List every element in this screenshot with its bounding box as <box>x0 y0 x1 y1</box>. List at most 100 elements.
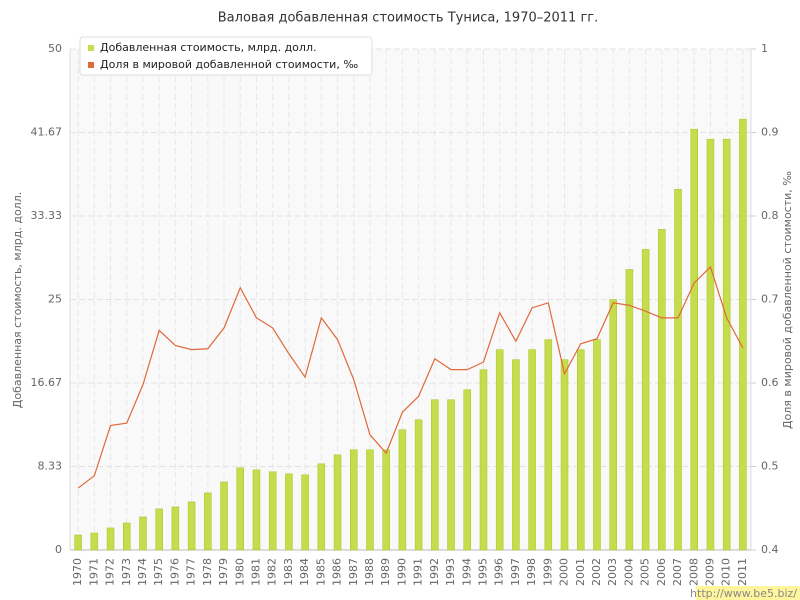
x-tick-label: 1991 <box>412 558 425 586</box>
bar <box>171 506 180 551</box>
x-tick-label: 1994 <box>460 558 473 586</box>
bar <box>463 389 471 551</box>
bar <box>414 419 423 551</box>
x-tick-label: 1988 <box>363 558 376 586</box>
bar <box>317 463 326 551</box>
bar <box>625 269 634 551</box>
x-tick-label: 1998 <box>525 558 538 586</box>
bar <box>674 189 682 551</box>
x-tick-label: 2002 <box>590 558 603 586</box>
bar <box>739 118 747 551</box>
y2-tick-label: 0.9 <box>761 126 779 139</box>
x-tick-label: 1993 <box>444 558 457 586</box>
x-tick-label: 1977 <box>185 558 198 586</box>
x-tick-label: 1995 <box>476 558 489 586</box>
bar <box>74 534 82 551</box>
bar <box>528 349 536 551</box>
bar <box>690 128 698 551</box>
x-tick-label: 2009 <box>703 558 716 586</box>
x-tick-label: 2006 <box>655 558 668 586</box>
x-tick-label: 1980 <box>233 558 246 586</box>
x-tick-label: 1989 <box>379 558 392 586</box>
y2-tick-label: 1 <box>761 42 768 55</box>
line <box>77 265 744 489</box>
legend-box <box>79 36 373 76</box>
x-tick-label: 1970 <box>71 558 84 586</box>
y2-tick-label: 0.4 <box>761 543 779 556</box>
y-tick-label: 8.33 <box>38 460 63 473</box>
x-tick-label: 1973 <box>120 558 133 586</box>
bar <box>187 501 196 551</box>
bar <box>512 359 520 551</box>
bar <box>593 339 601 551</box>
bar <box>106 527 115 551</box>
legend-label[interactable]: Доля в мировой добавленной стоимости, ‰ <box>100 58 358 71</box>
bar <box>350 449 358 551</box>
y2-axis-title: Доля в мировой добавленной стоимости, ‰ <box>781 171 794 429</box>
legend-label[interactable]: Добавленная стоимость, млрд. долл. <box>100 41 316 54</box>
x-tick-label: 1992 <box>428 558 441 586</box>
bar <box>139 516 147 551</box>
x-tick-label: 2008 <box>687 558 700 586</box>
bar <box>382 449 390 551</box>
x-tick-label: 1997 <box>509 558 522 586</box>
y2-tick-label: 0.8 <box>761 209 779 222</box>
x-tick-label: 1986 <box>331 558 344 586</box>
x-tick-label: 1985 <box>314 558 327 586</box>
bar <box>204 492 212 551</box>
bar <box>641 249 650 551</box>
bar <box>722 138 731 551</box>
bar <box>123 522 131 551</box>
bar <box>706 138 715 551</box>
x-tick-label: 1976 <box>168 558 181 586</box>
chart-title: Валовая добавленная стоимость Туниса, 19… <box>218 11 599 26</box>
bar <box>398 429 407 551</box>
x-tick-label: 1978 <box>201 558 214 586</box>
y2-tick-label: 0.5 <box>761 460 779 473</box>
x-tick-label: 2010 <box>720 558 733 586</box>
x-tick-label: 1971 <box>87 558 100 586</box>
x-tick-label: 1984 <box>298 558 311 586</box>
x-tick-label: 2000 <box>558 558 571 586</box>
x-tick-label: 1983 <box>282 558 295 586</box>
x-tick-label: 1975 <box>152 558 165 586</box>
x-tick-label: 2007 <box>671 558 684 586</box>
x-tick-label: 2004 <box>622 558 635 586</box>
bar <box>301 474 309 551</box>
y2-tick-label: 0.7 <box>761 293 779 306</box>
x-tick-label: 2005 <box>639 558 652 586</box>
x-tick-label: 2003 <box>606 558 619 586</box>
bar <box>252 469 261 551</box>
bar <box>609 299 617 551</box>
x-tick-label: 1981 <box>249 558 262 586</box>
bar <box>366 449 374 551</box>
y-tick-label: 0 <box>55 543 62 556</box>
bar <box>268 471 277 551</box>
x-tick-label: 2001 <box>574 558 587 586</box>
y-tick-label: 25 <box>48 293 62 306</box>
bar <box>220 481 228 551</box>
bar <box>658 229 666 551</box>
bar <box>560 359 569 551</box>
x-tick-label: 1982 <box>266 558 279 586</box>
watermark-background <box>696 586 800 600</box>
x-tick-label: 1990 <box>395 558 408 586</box>
legend-swatch <box>88 45 94 51</box>
x-tick-label: 1987 <box>347 558 360 586</box>
x-tick-label: 1979 <box>217 558 230 586</box>
x-tick-label: 2011 <box>736 558 749 586</box>
bar <box>447 399 455 551</box>
bar <box>236 467 244 551</box>
y-tick-label: 50 <box>48 42 62 55</box>
bar <box>333 454 342 551</box>
bar <box>544 339 553 551</box>
bar <box>155 508 163 551</box>
y-tick-label: 41.67 <box>31 125 63 138</box>
bar <box>90 532 99 551</box>
bar <box>479 369 488 551</box>
bar <box>431 399 439 551</box>
y-tick-label: 16.67 <box>31 376 63 389</box>
bar <box>495 349 504 551</box>
bar <box>285 473 293 551</box>
